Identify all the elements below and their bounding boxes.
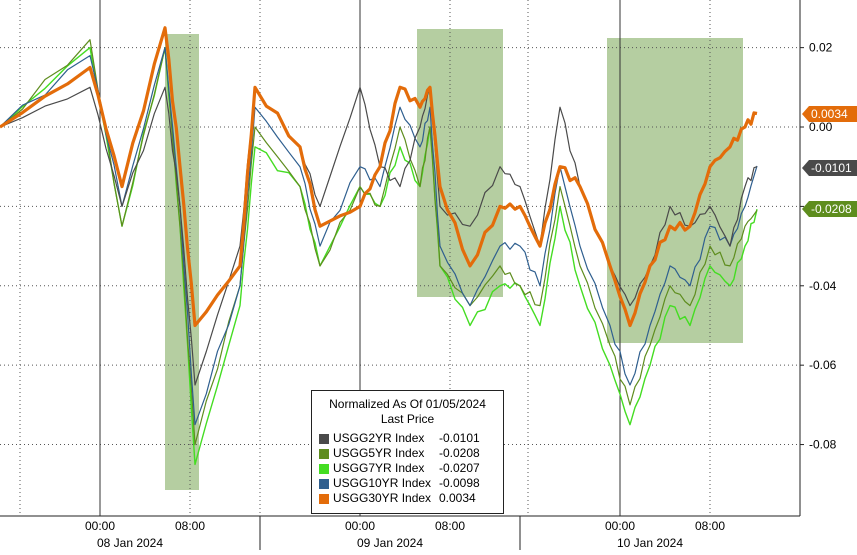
x-tick-label: 08:00 (695, 519, 725, 533)
x-tick-label: 00:00 (85, 519, 115, 533)
highlight-band (417, 29, 503, 297)
legend-value: 0.0034 (439, 491, 476, 505)
x-tick-labels: 00:00 08:00 00:00 08:00 00:00 08:00 08 Jan 202… (85, 519, 725, 550)
legend-swatch-usgg5yr (319, 449, 329, 459)
legend-label: USGG7YR Index (333, 461, 425, 475)
last-value-tag-bg (802, 106, 857, 123)
legend-item: USGG7YR Index -0.0207 (312, 461, 503, 476)
legend-label: USGG30YR Index (333, 491, 432, 505)
legend-item: USGG2YR Index -0.0101 (312, 431, 503, 446)
last-value-tag-label: -0.0101 (811, 161, 852, 175)
legend-swatch-usgg30yr (319, 494, 329, 504)
legend-item: USGG10YR Index -0.0098 (312, 476, 503, 491)
last-value-tag: -0.0208 (802, 201, 857, 218)
axes (0, 0, 801, 550)
last-value-tag: 0.0034 (802, 106, 857, 123)
x-date-label: 10 Jan 2024 (617, 536, 683, 550)
series-line (0, 26, 758, 328)
y-tick-label: -0.06 (809, 358, 837, 372)
legend-swatch-usgg2yr (319, 434, 329, 444)
y-tick-label: 0.02 (809, 41, 833, 55)
x-tick-label: 00:00 (345, 519, 375, 533)
y-tick-labels: 0.020.00-0.02-0.04-0.06-0.08 (800, 41, 837, 452)
highlight-bands (165, 29, 743, 490)
last-value-tag-label: 0.0034 (811, 107, 848, 121)
x-tick-label: 08:00 (175, 519, 205, 533)
legend-value: -0.0101 (439, 431, 480, 445)
legend-item: USGG30YR Index 0.0034 (312, 491, 503, 506)
legend-item: USGG5YR Index -0.0208 (312, 446, 503, 461)
legend-swatch-usgg7yr (319, 464, 329, 474)
last-value-tag-bg (802, 160, 857, 177)
legend-value: -0.0208 (439, 446, 480, 460)
x-tick-label: 08:00 (435, 519, 465, 533)
series-line (0, 86, 758, 386)
legend-label: USGG2YR Index (333, 431, 425, 445)
legend-title: Normalized As Of 01/05/2024 (329, 397, 486, 411)
last-value-tags: 0.0034 -0.0101 -0.0208 (802, 106, 857, 218)
series-line (0, 47, 758, 426)
last-value-tag-label: -0.0208 (811, 202, 852, 216)
series-lines (0, 26, 758, 466)
series-line (0, 39, 758, 446)
legend-label: USGG10YR Index (333, 476, 432, 490)
legend-value: -0.0207 (439, 461, 480, 475)
last-value-tag-bg (802, 201, 857, 218)
legend: Normalized As Of 01/05/2024 Last Price U… (311, 390, 504, 514)
legend-label: USGG5YR Index (333, 446, 425, 460)
y-tick-label: -0.04 (809, 279, 837, 293)
legend-swatch-usgg10yr (319, 479, 329, 489)
x-date-label: 08 Jan 2024 (97, 536, 163, 550)
y-tick-label: 0.00 (809, 120, 833, 134)
highlight-band (607, 38, 743, 343)
x-tick-label: 00:00 (605, 519, 635, 533)
legend-value: -0.0098 (439, 476, 480, 490)
last-value-tag: -0.0101 (802, 160, 857, 177)
y-tick-label: -0.08 (809, 438, 837, 452)
legend-subtitle: Last Price (380, 412, 435, 426)
x-date-label: 09 Jan 2024 (357, 536, 423, 550)
